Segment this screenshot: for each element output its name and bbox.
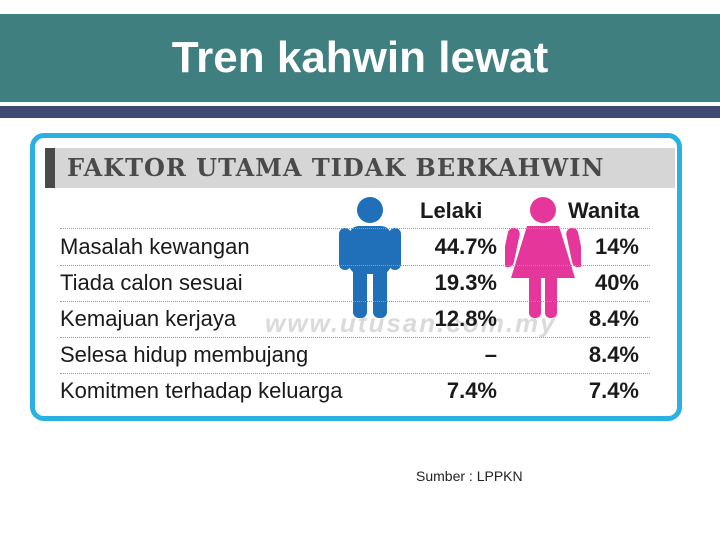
- value-lelaki: 19.3%: [434, 270, 497, 295]
- heading-accent-bar: [45, 148, 55, 188]
- value-lelaki: 12.8%: [434, 306, 497, 331]
- divider-stripe: [0, 106, 720, 118]
- row-separator: [60, 265, 650, 266]
- value-wanita: 7.4%: [588, 378, 639, 403]
- row-label: Komitmen terhadap keluarga: [60, 378, 343, 403]
- watermark: www.utusan.com.my: [265, 308, 557, 338]
- table-title: FAKTOR UTAMA TIDAK BERKAHWIN: [67, 153, 605, 182]
- value-wanita: 8.4%: [588, 342, 639, 367]
- male-person-icon: [339, 197, 401, 318]
- value-wanita: 8.4%: [588, 306, 639, 331]
- value-lelaki: 44.7%: [434, 234, 497, 259]
- row-label: Selesa hidup membujang: [60, 342, 309, 367]
- column-header-wanita: Wanita: [568, 198, 640, 223]
- row-separator: [60, 228, 650, 229]
- source-note: Sumber : LPPKN: [416, 468, 523, 484]
- row-separator: [60, 301, 650, 302]
- row-label: Masalah kewangan: [60, 234, 250, 259]
- value-wanita: 40%: [594, 270, 639, 295]
- card-heading-band: FAKTOR UTAMA TIDAK BERKAHWIN: [45, 148, 675, 188]
- row-separator: [60, 337, 650, 338]
- title-banner: Tren kahwin lewat: [0, 14, 720, 102]
- row-label: Kemajuan kerjaya: [60, 306, 237, 331]
- row-separator: [60, 373, 650, 374]
- value-wanita: 14%: [594, 234, 639, 259]
- factor-table-card: FAKTOR UTAMA TIDAK BERKAHWIN www.utusan.…: [30, 133, 682, 421]
- page-title: Tren kahwin lewat: [171, 33, 549, 82]
- value-lelaki: –: [484, 342, 497, 367]
- value-lelaki: 7.4%: [446, 378, 497, 403]
- row-label: Tiada calon sesuai: [60, 270, 243, 295]
- column-header-lelaki: Lelaki: [420, 198, 483, 223]
